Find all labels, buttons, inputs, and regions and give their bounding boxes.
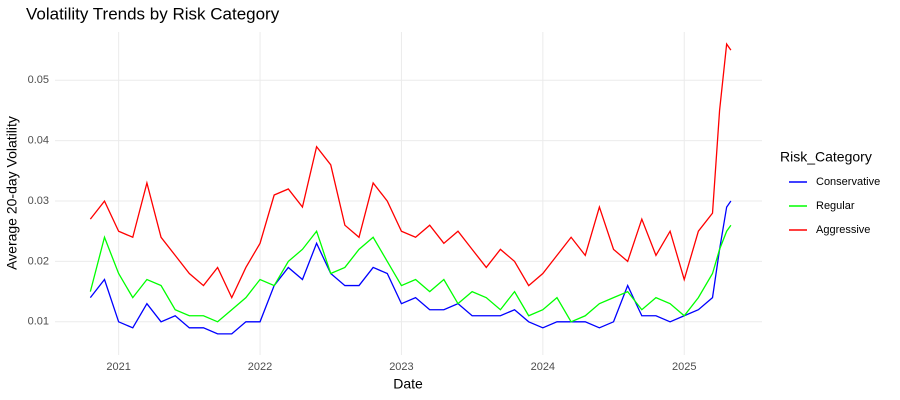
x-tick-label: 2025	[672, 361, 696, 373]
x-tick-label: 2022	[248, 361, 272, 373]
y-tick-label: 0.04	[28, 135, 49, 147]
y-tick-label: 0.02	[28, 255, 49, 267]
series-line	[89, 42, 732, 300]
y-tick-label: 0.05	[28, 74, 49, 86]
x-tick-label: 2024	[531, 361, 555, 373]
x-axis-title: Date	[393, 376, 423, 392]
y-axis-title: Average 20-day Volatility	[4, 116, 20, 270]
x-tick-label: 2021	[106, 361, 130, 373]
series-line	[89, 200, 732, 335]
legend-title: Risk_Category	[780, 149, 872, 165]
legend-label: Regular	[816, 200, 855, 212]
chart-title: Volatility Trends by Risk Category	[26, 4, 280, 23]
y-tick-label: 0.01	[28, 316, 49, 328]
y-tick-label: 0.03	[28, 195, 49, 207]
series-line	[89, 224, 732, 323]
legend-label: Conservative	[816, 176, 880, 188]
legend-label: Aggressive	[816, 224, 870, 236]
x-tick-label: 2023	[389, 361, 413, 373]
